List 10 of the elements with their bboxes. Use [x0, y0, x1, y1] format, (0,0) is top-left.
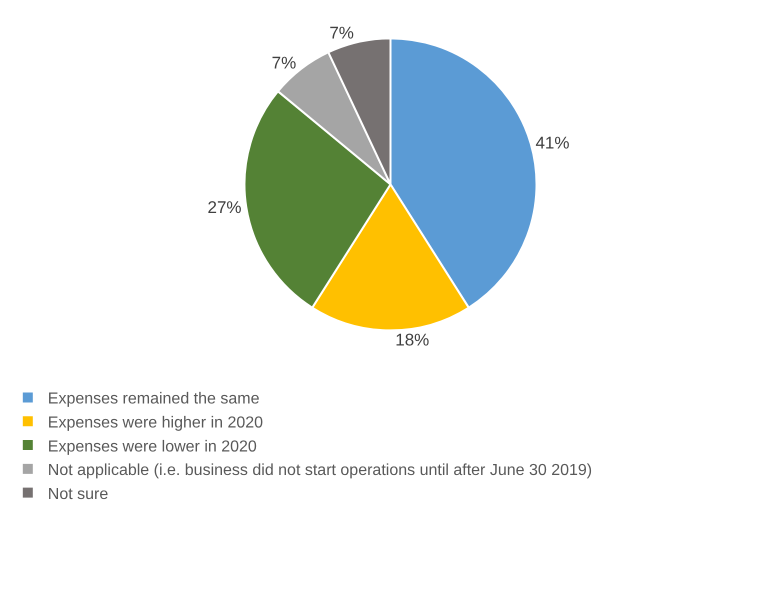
legend-label: Expenses were higher in 2020: [48, 414, 264, 432]
data-label: 18%: [395, 330, 430, 350]
legend-label: Not applicable (i.e. business did not start operations until after June 30 2019): [48, 462, 592, 480]
data-label: 41%: [535, 133, 570, 152]
data-label: 7%: [272, 54, 296, 73]
data-label: 27%: [207, 198, 242, 217]
legend-label: Expenses were lower in 2020: [48, 438, 257, 456]
data-label: 7%: [329, 23, 354, 42]
legend-label: Expenses remained the same: [48, 390, 260, 408]
legend-label: Not sure: [48, 486, 108, 503]
